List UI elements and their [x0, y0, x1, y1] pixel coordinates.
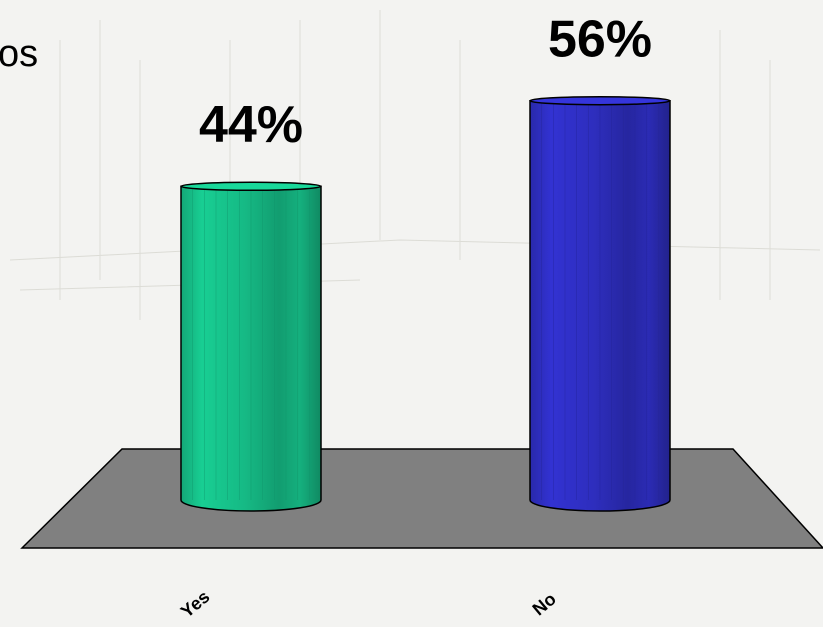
bar-top — [529, 95, 671, 106]
floor — [20, 448, 823, 549]
background-sketch — [9, 10, 821, 320]
chart-title: os — [0, 33, 38, 75]
bar-top — [180, 181, 322, 192]
value-label: 56% — [548, 10, 652, 68]
value-label: 44% — [199, 96, 303, 154]
sketch-lines — [9, 10, 821, 320]
